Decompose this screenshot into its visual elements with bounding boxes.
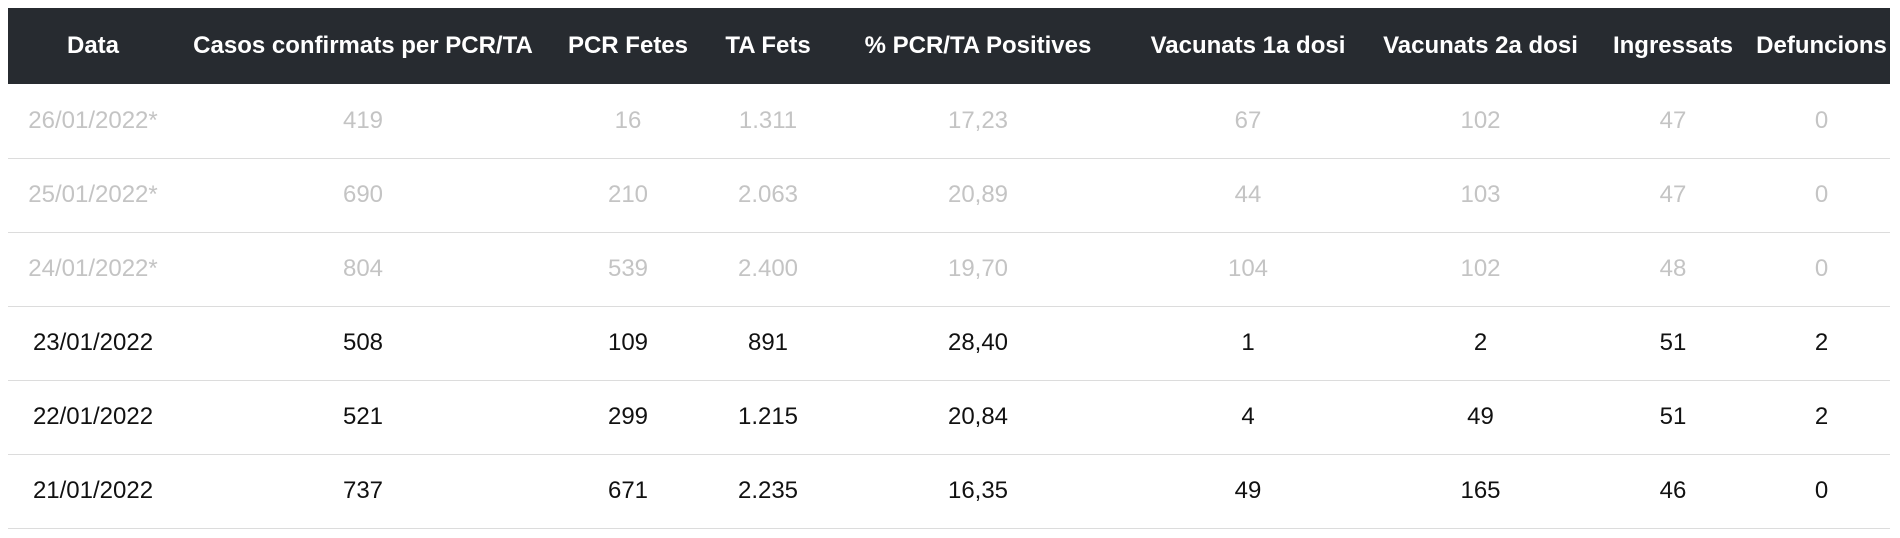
cell-vacunats-2a-dosi: 103	[1460, 181, 1501, 208]
header-row: Data Casos confirmats per PCR/TA PCR Fet…	[8, 8, 1890, 84]
column-header-positives-pct: % PCR/TA Positives	[864, 32, 1092, 59]
cell-vacunats-1a-dosi: 49	[1234, 477, 1262, 504]
cell-ta-fets: 1.215	[737, 403, 799, 430]
table-row: 21/01/2022 737 671 2.235 16,35 49 165 46…	[8, 454, 1890, 528]
cell-positives-pct: 20,84	[947, 403, 1009, 430]
cell-casos-confirmats: 737	[342, 477, 384, 504]
cell-defuncions: 0	[1814, 106, 1829, 134]
cell-positives-pct: 16,35	[947, 477, 1009, 504]
column-header-defuncions: Defuncions	[1756, 32, 1887, 59]
cell-ta-fets: 1.311	[738, 106, 798, 134]
cell-positives-pct: 20,89	[947, 181, 1009, 208]
table-row: 25/01/2022* 690 210 2.063 20,89 44 103 4…	[8, 158, 1890, 232]
cell-defuncions: 0	[1814, 181, 1829, 208]
column-header-casos-confirmats: Casos confirmats per PCR/TA	[193, 32, 533, 59]
cell-vacunats-2a-dosi: 49	[1467, 403, 1494, 430]
table-row: 24/01/2022* 804 539 2.400 19,70 104 102 …	[8, 232, 1890, 306]
cell-defuncions: 2	[1814, 403, 1829, 430]
cell-data: 25/01/2022*	[28, 181, 158, 208]
cell-ta-fets: 2.063	[737, 181, 799, 208]
cell-vacunats-2a-dosi: 165	[1460, 477, 1501, 504]
column-header-data: Data	[66, 32, 120, 59]
cell-pcr-fetes: 109	[607, 329, 649, 356]
cell-ingressats: 47	[1659, 106, 1687, 134]
cell-positives-pct: 28,40	[947, 329, 1009, 356]
cell-vacunats-1a-dosi: 44	[1234, 181, 1262, 208]
column-header-vacunats-2a-dosi: Vacunats 2a dosi	[1383, 32, 1578, 59]
cell-ta-fets: 2.400	[737, 255, 799, 282]
cell-ingressats: 51	[1659, 403, 1687, 430]
cell-vacunats-1a-dosi: 104	[1227, 255, 1269, 282]
cell-pcr-fetes: 16	[614, 106, 642, 134]
cell-ingressats: 47	[1659, 181, 1687, 208]
cell-pcr-fetes: 671	[607, 477, 649, 504]
cell-casos-confirmats: 419	[342, 106, 384, 134]
cell-vacunats-1a-dosi: 4	[1241, 403, 1255, 430]
cell-pcr-fetes: 299	[607, 403, 649, 430]
cell-ingressats: 51	[1659, 329, 1687, 356]
cell-vacunats-1a-dosi: 1	[1241, 329, 1255, 356]
cell-casos-confirmats: 521	[342, 403, 384, 430]
cell-vacunats-2a-dosi: 2	[1473, 329, 1488, 356]
cell-defuncions: 0	[1814, 255, 1829, 282]
cell-casos-confirmats: 804	[342, 255, 384, 282]
table-row: 26/01/2022* 419 16 1.311 17,23 67 102 47…	[8, 84, 1890, 158]
cell-vacunats-2a-dosi: 102	[1460, 255, 1501, 282]
cell-positives-pct: 17,23	[947, 106, 1009, 134]
cell-defuncions: 2	[1814, 329, 1829, 356]
cell-casos-confirmats: 508	[342, 329, 384, 356]
cell-ta-fets: 891	[747, 329, 789, 356]
table-body: 26/01/2022* 419 16 1.311 17,23 67 102 47…	[8, 84, 1890, 528]
cell-data: 23/01/2022	[32, 329, 154, 356]
cell-data: 22/01/2022	[32, 403, 154, 430]
column-header-pcr-fetes: PCR Fetes	[567, 32, 689, 59]
table-row: 22/01/2022 521 299 1.215 20,84 4 49 51 2	[8, 380, 1890, 454]
cell-pcr-fetes: 539	[607, 255, 649, 282]
cell-data: 24/01/2022*	[28, 255, 158, 282]
cell-defuncions: 0	[1814, 477, 1829, 504]
cell-data: 26/01/2022*	[28, 106, 158, 134]
column-header-ingressats: Ingressats	[1612, 32, 1734, 59]
table-header: Data Casos confirmats per PCR/TA PCR Fet…	[8, 8, 1890, 84]
cell-pcr-fetes: 210	[607, 181, 649, 208]
table-row: 23/01/2022 508 109 891 28,40 1 2 51 2	[8, 306, 1890, 380]
cell-ingressats: 46	[1659, 477, 1687, 504]
covid-data-table: Data Casos confirmats per PCR/TA PCR Fet…	[8, 8, 1890, 529]
cell-casos-confirmats: 690	[342, 181, 384, 208]
covid-data-table-container: Data Casos confirmats per PCR/TA PCR Fet…	[8, 8, 1890, 529]
cell-ingressats: 48	[1659, 255, 1687, 282]
cell-positives-pct: 19,70	[947, 255, 1009, 282]
column-header-ta-fets: TA Fets	[725, 32, 811, 59]
cell-vacunats-2a-dosi: 102	[1460, 106, 1501, 134]
cell-ta-fets: 2.235	[737, 477, 799, 504]
column-header-vacunats-1a-dosi: Vacunats 1a dosi	[1150, 32, 1346, 59]
cell-data: 21/01/2022	[32, 477, 154, 504]
cell-vacunats-1a-dosi: 67	[1234, 106, 1262, 134]
